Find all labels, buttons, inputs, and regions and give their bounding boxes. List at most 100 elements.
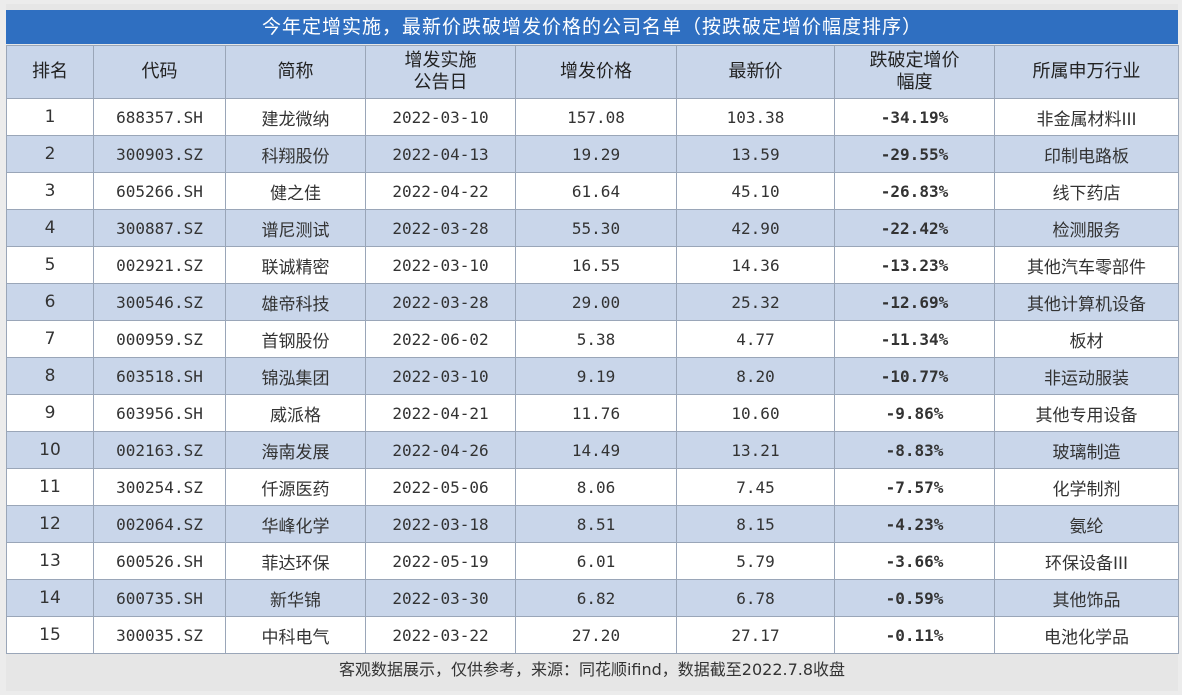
cell-rank: 10 xyxy=(6,431,94,469)
cell-latest-price: 5.79 xyxy=(676,542,835,580)
cell-name: 中科电气 xyxy=(225,616,366,654)
cell-name: 菲达环保 xyxy=(225,542,366,580)
cell-industry: 板材 xyxy=(994,320,1179,358)
table-row: 4 300887.SZ 谱尼测试 2022-03-28 55.30 42.90 -22.42… xyxy=(6,209,1179,247)
cell-rank: 6 xyxy=(6,283,94,321)
cell-announce-date: 2022-05-19 xyxy=(365,542,516,580)
cell-code: 002921.SZ xyxy=(93,246,226,284)
cell-industry: 化学制剂 xyxy=(994,468,1179,506)
table-row: 9 603956.SH 威派格 2022-04-21 11.76 10.60 -9.86% 其… xyxy=(6,394,1179,432)
cell-name: 新华锦 xyxy=(225,579,366,617)
cell-rank: 9 xyxy=(6,394,94,432)
cell-drop-percent: -26.83% xyxy=(834,172,995,210)
cell-rank: 4 xyxy=(6,209,94,247)
cell-industry: 玻璃制造 xyxy=(994,431,1179,469)
cell-name: 联诚精密 xyxy=(225,246,366,284)
table-row: 8 603518.SH 锦泓集团 2022-03-10 9.19 8.20 -10.77% 非… xyxy=(6,357,1179,395)
cell-industry: 电池化学品 xyxy=(994,616,1179,654)
cell-industry: 其他饰品 xyxy=(994,579,1179,617)
cell-rank: 7 xyxy=(6,320,94,358)
cell-rank: 8 xyxy=(6,357,94,395)
cell-name: 仟源医药 xyxy=(225,468,366,506)
cell-announce-date: 2022-04-22 xyxy=(365,172,516,210)
cell-code: 600526.SH xyxy=(93,542,226,580)
cell-drop-percent: -9.86% xyxy=(834,394,995,432)
cell-issue-price: 19.29 xyxy=(515,135,677,173)
cell-announce-date: 2022-06-02 xyxy=(365,320,516,358)
cell-industry: 氨纶 xyxy=(994,505,1179,543)
cell-name: 雄帝科技 xyxy=(225,283,366,321)
table-row: 10 002163.SZ 海南发展 2022-04-26 14.49 13.21 -8.83… xyxy=(6,431,1179,469)
cell-industry: 线下药店 xyxy=(994,172,1179,210)
cell-issue-price: 8.51 xyxy=(515,505,677,543)
table-row: 13 600526.SH 菲达环保 2022-05-19 6.01 5.79 -3.66% 环… xyxy=(6,542,1179,580)
cell-rank: 1 xyxy=(6,98,94,136)
cell-drop-percent: -0.11% xyxy=(834,616,995,654)
cell-code: 603518.SH xyxy=(93,357,226,395)
cell-code: 600735.SH xyxy=(93,579,226,617)
cell-issue-price: 16.55 xyxy=(515,246,677,284)
cell-announce-date: 2022-03-10 xyxy=(365,357,516,395)
cell-latest-price: 13.21 xyxy=(676,431,835,469)
table-row: 14 600735.SH 新华锦 2022-03-30 6.82 6.78 -0.59% 其他… xyxy=(6,579,1179,617)
cell-announce-date: 2022-03-28 xyxy=(365,209,516,247)
cell-industry: 印制电路板 xyxy=(994,135,1179,173)
cell-drop-percent: -13.23% xyxy=(834,246,995,284)
cell-announce-date: 2022-03-30 xyxy=(365,579,516,617)
cell-issue-price: 11.76 xyxy=(515,394,677,432)
cell-code: 300887.SZ xyxy=(93,209,226,247)
cell-name: 谱尼测试 xyxy=(225,209,366,247)
cell-drop-percent: -10.77% xyxy=(834,357,995,395)
cell-latest-price: 8.20 xyxy=(676,357,835,395)
cell-code: 300903.SZ xyxy=(93,135,226,173)
cell-rank: 2 xyxy=(6,135,94,173)
stock-table: 排名 代码 简称 增发实施 公告日 增发价格 最新价 跌破定增价 幅度 所属申万… xyxy=(6,45,1179,654)
cell-code: 603956.SH xyxy=(93,394,226,432)
cell-issue-price: 9.19 xyxy=(515,357,677,395)
header-latest-price: 最新价 xyxy=(676,45,835,99)
cell-name: 健之佳 xyxy=(225,172,366,210)
cell-code: 002163.SZ xyxy=(93,431,226,469)
cell-issue-price: 14.49 xyxy=(515,431,677,469)
table-row: 5 002921.SZ 联诚精密 2022-03-10 16.55 14.36 -13.23… xyxy=(6,246,1179,284)
cell-announce-date: 2022-04-26 xyxy=(365,431,516,469)
header-rank: 排名 xyxy=(6,45,94,99)
cell-industry: 环保设备III xyxy=(994,542,1179,580)
table-header-row: 排名 代码 简称 增发实施 公告日 增发价格 最新价 跌破定增价 幅度 所属申万… xyxy=(6,45,1179,99)
cell-latest-price: 45.10 xyxy=(676,172,835,210)
table-row: 11 300254.SZ 仟源医药 2022-05-06 8.06 7.45 -7.57% 化… xyxy=(6,468,1179,506)
cell-name: 华峰化学 xyxy=(225,505,366,543)
cell-drop-percent: -29.55% xyxy=(834,135,995,173)
cell-name: 威派格 xyxy=(225,394,366,432)
cell-drop-percent: -0.59% xyxy=(834,579,995,617)
cell-latest-price: 4.77 xyxy=(676,320,835,358)
table-row: 15 300035.SZ 中科电气 2022-03-22 27.20 27.17 -0.11… xyxy=(6,616,1179,654)
cell-code: 300254.SZ xyxy=(93,468,226,506)
cell-issue-price: 61.64 xyxy=(515,172,677,210)
cell-code: 000959.SZ xyxy=(93,320,226,358)
cell-industry: 非金属材料III xyxy=(994,98,1179,136)
cell-latest-price: 14.36 xyxy=(676,246,835,284)
table-title: 今年定增实施，最新价跌破增发价格的公司名单（按跌破定增价幅度排序） xyxy=(6,10,1178,44)
cell-drop-percent: -3.66% xyxy=(834,542,995,580)
cell-rank: 13 xyxy=(6,542,94,580)
cell-industry: 其他汽车零部件 xyxy=(994,246,1179,284)
cell-code: 300035.SZ xyxy=(93,616,226,654)
cell-issue-price: 27.20 xyxy=(515,616,677,654)
cell-announce-date: 2022-03-18 xyxy=(365,505,516,543)
cell-rank: 15 xyxy=(6,616,94,654)
cell-announce-date: 2022-03-28 xyxy=(365,283,516,321)
cell-name: 建龙微纳 xyxy=(225,98,366,136)
table-row: 3 605266.SH 健之佳 2022-04-22 61.64 45.10 -26.83%… xyxy=(6,172,1179,210)
cell-name: 科翔股份 xyxy=(225,135,366,173)
cell-code: 300546.SZ xyxy=(93,283,226,321)
cell-industry: 非运动服装 xyxy=(994,357,1179,395)
cell-name: 锦泓集团 xyxy=(225,357,366,395)
cell-name: 首钢股份 xyxy=(225,320,366,358)
cell-drop-percent: -34.19% xyxy=(834,98,995,136)
table-row: 1 688357.SH 建龙微纳 2022-03-10 157.08 103.38 -34.… xyxy=(6,98,1179,136)
cell-issue-price: 6.82 xyxy=(515,579,677,617)
cell-code: 002064.SZ xyxy=(93,505,226,543)
cell-rank: 12 xyxy=(6,505,94,543)
header-announce-date: 增发实施 公告日 xyxy=(365,45,516,99)
